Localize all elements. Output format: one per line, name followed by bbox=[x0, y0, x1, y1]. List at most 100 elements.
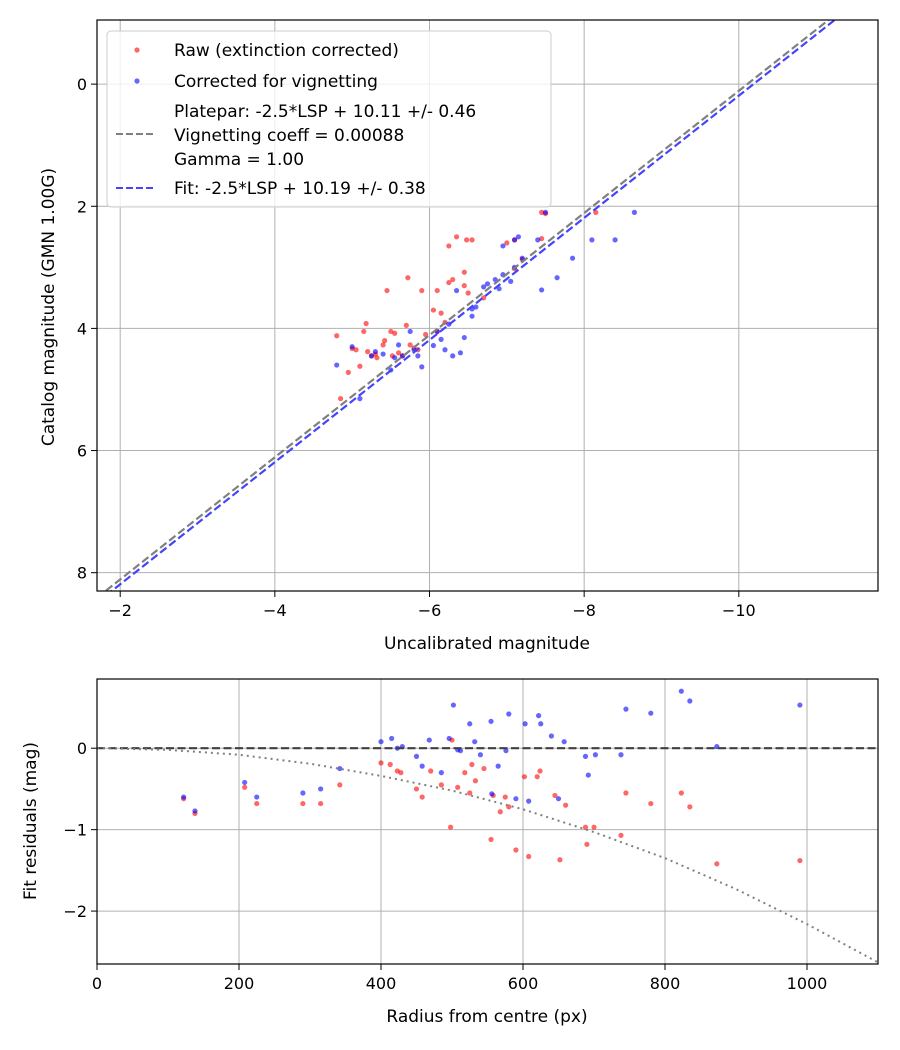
data-point bbox=[387, 761, 393, 768]
x-tick-label: 800 bbox=[650, 974, 681, 993]
data-point bbox=[488, 718, 494, 724]
data-point bbox=[395, 350, 402, 356]
data-point bbox=[513, 847, 519, 853]
data-point bbox=[372, 349, 378, 355]
legend-label-platepar-line: Vignetting coeff = 0.00088 bbox=[174, 126, 404, 146]
data-point bbox=[465, 290, 471, 296]
scatter-series-1 bbox=[181, 688, 803, 814]
data-point bbox=[589, 237, 595, 243]
data-point bbox=[678, 688, 684, 694]
data-point bbox=[374, 355, 380, 361]
data-point bbox=[434, 287, 440, 294]
data-point bbox=[548, 733, 555, 739]
y-tick-label: −1 bbox=[63, 821, 87, 840]
data-point bbox=[349, 344, 355, 350]
data-point bbox=[461, 269, 467, 275]
data-point bbox=[413, 786, 420, 792]
data-point bbox=[254, 794, 260, 800]
data-point bbox=[582, 824, 589, 830]
series-line-2 bbox=[103, 20, 831, 591]
data-point bbox=[242, 784, 248, 790]
data-point bbox=[554, 275, 560, 281]
data-point bbox=[384, 287, 390, 294]
data-point bbox=[687, 698, 693, 704]
data-point bbox=[363, 320, 369, 327]
data-point bbox=[488, 836, 494, 843]
bottom-series bbox=[97, 688, 878, 964]
data-point bbox=[457, 350, 464, 356]
data-point bbox=[337, 782, 343, 788]
top-series bbox=[103, 20, 837, 591]
data-point bbox=[563, 802, 569, 808]
data-point bbox=[430, 307, 436, 313]
data-point bbox=[714, 861, 720, 867]
x-tick-label: 200 bbox=[224, 974, 255, 993]
data-point bbox=[464, 237, 470, 243]
plot-area bbox=[103, 20, 837, 591]
bottom-axes-frame bbox=[96, 678, 879, 965]
data-point bbox=[453, 287, 460, 294]
data-point bbox=[403, 322, 409, 328]
data-point bbox=[522, 721, 528, 727]
x-tick-label: 400 bbox=[366, 974, 397, 993]
data-point bbox=[489, 791, 495, 797]
data-point bbox=[388, 328, 394, 335]
data-point bbox=[534, 774, 540, 780]
data-point bbox=[438, 770, 444, 776]
data-point bbox=[473, 304, 479, 310]
data-point bbox=[405, 275, 411, 281]
data-point bbox=[447, 824, 454, 830]
legend-marker-raw bbox=[134, 47, 140, 53]
data-point bbox=[467, 721, 473, 727]
data-point bbox=[357, 396, 363, 402]
data-point bbox=[378, 760, 384, 766]
data-point bbox=[569, 255, 576, 261]
data-point bbox=[797, 857, 803, 864]
data-point bbox=[500, 243, 506, 249]
data-point bbox=[453, 234, 460, 240]
data-point bbox=[462, 770, 468, 776]
data-point bbox=[392, 355, 398, 361]
data-point bbox=[591, 824, 597, 830]
data-point bbox=[678, 790, 684, 796]
y-tick-label: 8 bbox=[77, 564, 87, 583]
top-ticks: −2 −4 −6 −8 −10 0 2 4 6 8 bbox=[77, 75, 756, 620]
data-point bbox=[503, 748, 509, 754]
data-point bbox=[469, 237, 475, 243]
data-point bbox=[300, 790, 306, 796]
data-point bbox=[538, 721, 544, 727]
legend-label-fit: Fit: -2.5*LSP + 10.19 +/- 0.38 bbox=[174, 179, 426, 199]
data-point bbox=[584, 841, 590, 847]
bottom-x-axis-label: Radius from centre (px) bbox=[386, 1007, 587, 1027]
data-point bbox=[345, 369, 351, 375]
data-point bbox=[380, 342, 386, 348]
data-point bbox=[618, 832, 624, 838]
data-point bbox=[392, 330, 398, 336]
data-point bbox=[181, 794, 187, 800]
data-point bbox=[687, 804, 693, 810]
data-point bbox=[472, 778, 479, 784]
x-tick-label: −10 bbox=[722, 601, 756, 620]
data-point bbox=[557, 857, 563, 863]
data-point bbox=[582, 753, 589, 759]
x-tick-label: 0 bbox=[92, 974, 102, 993]
data-point bbox=[438, 782, 444, 788]
data-point bbox=[537, 768, 543, 774]
data-point bbox=[378, 739, 384, 745]
data-point bbox=[469, 313, 475, 319]
data-point bbox=[353, 347, 359, 353]
y-tick-label: 2 bbox=[77, 197, 87, 216]
legend-box bbox=[106, 30, 552, 208]
x-tick-label: 1000 bbox=[787, 974, 828, 993]
data-point bbox=[623, 790, 629, 796]
data-point bbox=[592, 752, 599, 758]
data-point bbox=[648, 800, 654, 807]
legend-label-platepar: Platepar: -2.5*LSP + 10.11 +/- 0.46 Vigne… bbox=[174, 102, 476, 170]
x-tick-label: −6 bbox=[418, 601, 442, 620]
top-y-axis-label: Catalog magnitude (GMN 1.00G) bbox=[39, 168, 59, 446]
data-point bbox=[561, 739, 567, 745]
data-point bbox=[521, 774, 528, 780]
data-point bbox=[446, 735, 452, 742]
data-point bbox=[380, 351, 386, 357]
